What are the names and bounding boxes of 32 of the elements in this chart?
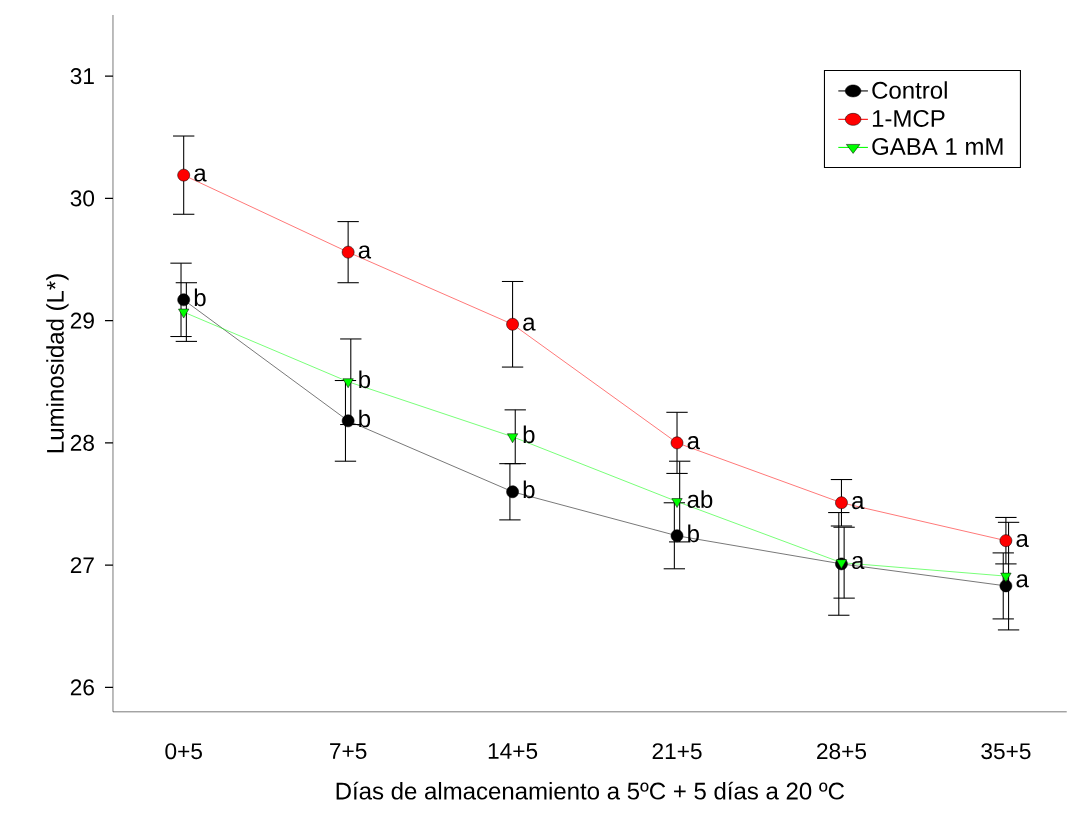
- annotation: a: [194, 168, 207, 182]
- x-tick-label: 7+5: [330, 743, 367, 760]
- legend-label: 1-MCP: [872, 110, 945, 128]
- annotation: b: [523, 425, 535, 444]
- annotation: b: [688, 524, 699, 543]
- y-tick-label: 30: [70, 190, 95, 207]
- y-tick-label: 28: [70, 434, 94, 451]
- annotation: a: [852, 496, 865, 510]
- y-tick-label: 29: [70, 312, 94, 329]
- annotation: a: [852, 556, 865, 570]
- annotation: b: [523, 480, 535, 499]
- x-tick-label: 35+5: [981, 743, 1031, 760]
- annotation: a: [1016, 574, 1029, 588]
- x-tick-label: 0+5: [165, 743, 202, 760]
- y-axis-title: Luminosidad (L*): [46, 274, 69, 453]
- annotation: a: [687, 436, 700, 450]
- annotation: b: [194, 288, 206, 307]
- legend-label: GABA 1 mM: [872, 138, 1003, 156]
- x-tick-label: 28+5: [817, 743, 867, 760]
- y-tick-label: 27: [70, 557, 94, 574]
- annotation: a: [358, 245, 372, 259]
- legend-label: Control: [872, 81, 947, 99]
- annotation: a: [1016, 534, 1029, 548]
- annotation: ab: [687, 490, 713, 509]
- x-tick-label: 14+5: [488, 743, 538, 760]
- x-tick-label: 21+5: [652, 743, 702, 760]
- y-tick-label: 31: [70, 68, 94, 85]
- x-axis-title: Días de almacenamiento a 5ºC + 5 días a 20 ºC: [336, 781, 845, 800]
- annotation: a: [523, 317, 536, 331]
- annotation: b: [359, 370, 371, 389]
- annotation: b: [359, 409, 371, 428]
- y-tick-label: 26: [70, 679, 94, 696]
